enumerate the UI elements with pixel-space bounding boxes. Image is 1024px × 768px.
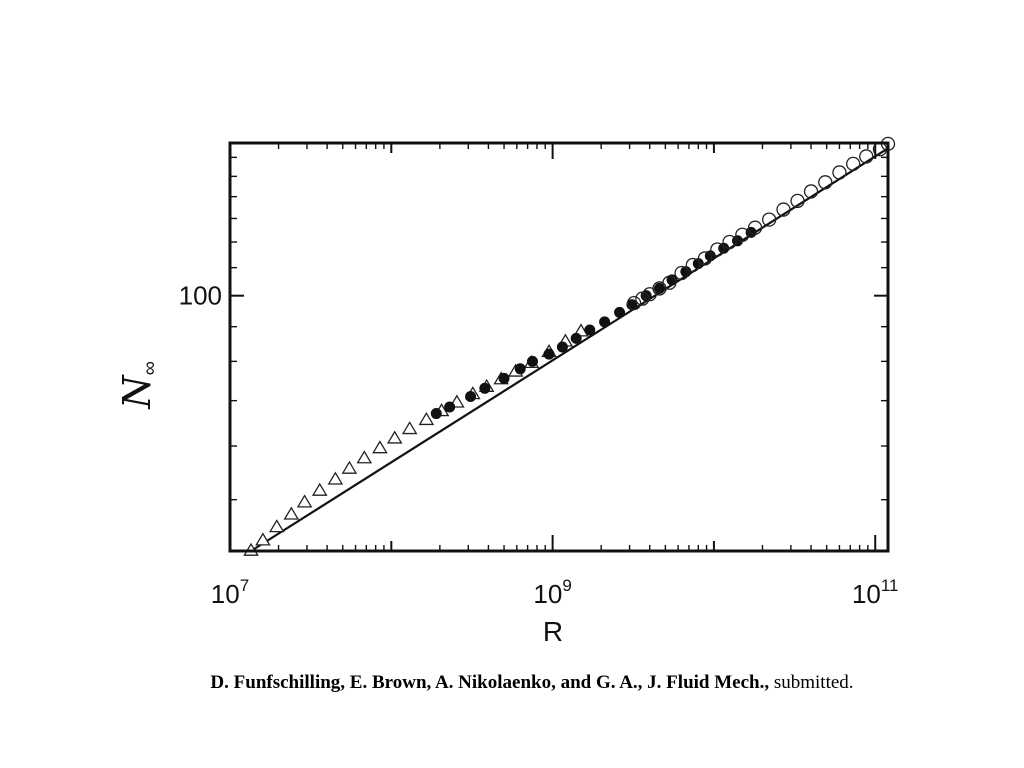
open-circle-point [635,291,650,306]
y-axis-label: N∞ [115,361,161,410]
open-circle-point [803,184,819,199]
filled-circle-point [599,316,611,328]
triangle-point [401,421,418,435]
triangle-point [356,450,373,464]
filled-circle-point [465,390,477,402]
filled-circle-point [498,372,510,384]
plot-frame [228,141,890,553]
triangle-point [327,471,344,485]
filled-circle-point [556,341,568,353]
filled-circle-point [654,282,666,294]
y-label-subscript: ∞ [139,361,161,375]
open-circle-point [674,265,689,281]
filled-circle-point [666,274,678,286]
open-circle-point [697,251,713,266]
x-tick-base: 10 [852,579,881,609]
open-circle-point [818,175,833,190]
triangle-point [341,460,358,474]
filled-circle-point [584,324,596,336]
triangle-point [296,494,313,508]
filled-circle-point [430,408,442,420]
x-tick-label: 107 [211,576,249,609]
open-circle-point [710,242,725,257]
citation-bold: D. Funfschilling, E. Brown, A. Nikolaenk… [210,672,770,693]
citation-normal: submitted. [769,672,854,693]
x-tick-exponent: 9 [562,576,571,595]
citation: D. Funfschilling, E. Brown, A. Nikolaenk… [0,672,1024,694]
x-tick-base: 10 [211,579,240,609]
x-tick-label: 1011 [852,576,899,609]
open-circle-point [832,165,847,180]
data-points-layer [243,136,896,556]
x-axis-label: R [543,616,563,647]
x-tick-base: 10 [533,579,562,609]
triangle-point [418,411,435,426]
open-circle-point [776,202,791,217]
x-tick-exponent: 7 [240,576,249,595]
open-circle-point [722,234,737,250]
filled-circle-point [526,355,538,367]
filled-circle-point [543,348,555,360]
open-circle-point [762,212,777,227]
triangle-point [311,482,328,496]
fit-line [250,147,889,552]
filled-circle-point [514,363,526,375]
triangle-point [372,440,388,454]
filled-circle-point [570,332,582,344]
open-circle-point [846,156,861,172]
filled-circle-point [444,401,456,413]
y-tick-label: 100 [179,281,222,311]
triangle-point [255,532,271,546]
open-circle-point [735,227,750,242]
fit-line-layer [250,147,889,552]
filled-circle-point [479,382,491,394]
triangle-point [268,519,285,533]
open-circle-point [747,220,763,235]
triangle-point [386,430,403,444]
x-tick-label: 109 [533,576,571,609]
open-circle-point [790,193,805,209]
open-circle-point [662,275,677,290]
y-axis-label-main: N∞ [115,361,161,410]
open-circle-point [626,295,642,311]
filled-circle-point [614,306,626,318]
triangle-point [283,506,300,520]
y-label-letter: N [115,374,159,410]
open-circle-point [859,149,874,164]
x-tick-exponent: 11 [881,576,899,595]
open-circle-point [685,257,700,273]
